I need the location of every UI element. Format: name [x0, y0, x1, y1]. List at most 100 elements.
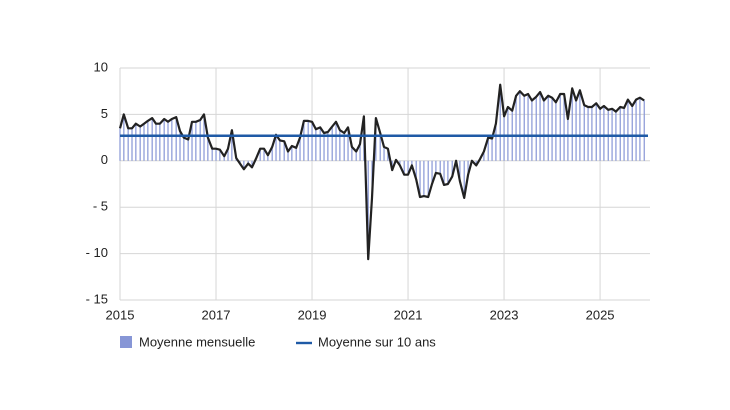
bar	[303, 120, 305, 161]
bar	[491, 138, 493, 161]
bar	[267, 155, 269, 161]
bar	[543, 100, 545, 161]
bar	[315, 129, 317, 161]
bar	[359, 144, 361, 161]
bar	[151, 118, 153, 161]
bar	[351, 146, 353, 161]
y-tick-label: 5	[101, 106, 108, 121]
bar	[187, 139, 189, 161]
bar	[383, 146, 385, 161]
bar	[523, 95, 525, 161]
bar	[163, 119, 165, 161]
bar	[243, 160, 245, 170]
bar	[431, 160, 433, 184]
bar	[167, 121, 169, 161]
bar	[287, 151, 289, 161]
bar	[347, 127, 349, 161]
bar	[343, 132, 345, 161]
x-tick-label: 2021	[394, 307, 423, 322]
bar	[435, 160, 437, 173]
bar	[539, 92, 541, 161]
bar	[339, 130, 341, 161]
bar	[179, 131, 181, 161]
bar	[191, 121, 193, 161]
bar	[247, 160, 249, 164]
y-tick-label: - 5	[93, 199, 108, 214]
bar	[379, 132, 381, 161]
bar	[335, 121, 337, 161]
y-tick-label: - 15	[86, 291, 108, 306]
bar	[579, 90, 581, 161]
bar	[443, 160, 445, 185]
bar	[203, 114, 205, 161]
bar	[227, 148, 229, 161]
bar	[551, 97, 553, 161]
bar	[595, 103, 597, 161]
bar	[639, 97, 641, 161]
bar	[311, 121, 313, 161]
bar	[407, 160, 409, 175]
bar	[275, 134, 277, 161]
bar	[467, 160, 469, 175]
bar	[215, 148, 217, 161]
x-tick-label: 2017	[202, 307, 231, 322]
bar	[123, 114, 125, 161]
bar	[503, 116, 505, 161]
bar	[619, 106, 621, 161]
y-tick-label: 0	[101, 152, 108, 167]
bar	[199, 119, 201, 161]
bar	[519, 91, 521, 161]
bar	[451, 160, 453, 177]
bar	[527, 93, 529, 161]
bar	[423, 160, 425, 197]
bar	[119, 128, 121, 161]
bar	[459, 160, 461, 182]
bar	[583, 105, 585, 161]
bar	[319, 127, 321, 161]
bar	[427, 160, 429, 197]
x-tick-label: 2025	[586, 307, 615, 322]
bar	[403, 160, 405, 175]
bar	[531, 100, 533, 161]
legend-label: Moyenne mensuelle	[139, 334, 255, 349]
bar	[291, 145, 293, 161]
bar	[295, 147, 297, 161]
bar	[143, 123, 145, 161]
bar	[563, 93, 565, 161]
bar	[499, 84, 501, 161]
bar	[159, 123, 161, 161]
x-tick-label: 2015	[106, 307, 135, 322]
bar	[219, 149, 221, 161]
bar	[283, 141, 285, 161]
x-tick-label: 2023	[490, 307, 519, 322]
bar	[547, 95, 549, 161]
bar	[259, 148, 261, 161]
bar	[483, 151, 485, 161]
bar	[195, 121, 197, 161]
bar	[555, 102, 557, 161]
bar	[571, 88, 573, 161]
bar	[627, 99, 629, 161]
bar	[279, 140, 281, 161]
bar	[603, 106, 605, 161]
bar	[155, 123, 157, 161]
bar	[495, 123, 497, 161]
bar	[211, 148, 213, 161]
bar	[207, 137, 209, 161]
line	[118, 83, 645, 261]
bar	[367, 160, 369, 260]
bar	[387, 148, 389, 161]
bar	[175, 117, 177, 161]
bar	[223, 156, 225, 161]
bar	[131, 128, 133, 161]
y-tick-label: 10	[94, 59, 108, 74]
bar	[231, 130, 233, 161]
bar	[463, 160, 465, 198]
bar	[323, 132, 325, 161]
legend-label: Moyenne sur 10 ans	[318, 334, 436, 349]
bar	[515, 95, 517, 161]
bar	[587, 106, 589, 161]
bar	[135, 123, 137, 161]
bar	[419, 160, 421, 197]
bar	[127, 128, 129, 161]
